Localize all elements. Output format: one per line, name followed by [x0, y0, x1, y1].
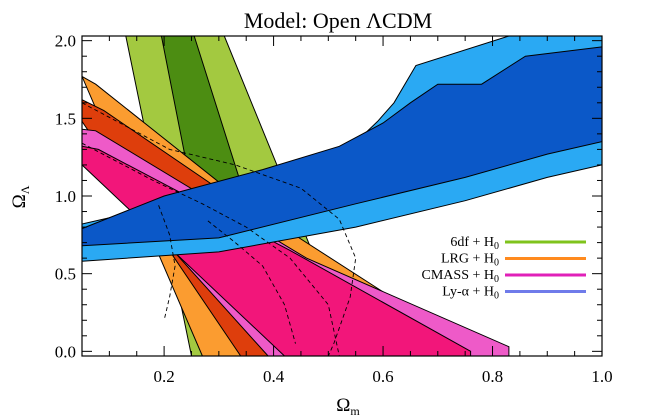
x-tick-label: 1.0: [591, 367, 612, 386]
legend-label-main: LRG + H: [441, 252, 494, 267]
legend-label: 6df + H0: [450, 235, 499, 252]
dashed-contour-3: [158, 205, 176, 321]
dashed-contour-2: [82, 142, 340, 356]
x-axis-label-sub: m: [350, 404, 360, 418]
x-axis-label-main: Ω: [336, 395, 350, 416]
legend-label-main: 6df + H: [450, 235, 494, 250]
legend-label-main: Ly-α + H: [442, 285, 494, 300]
legend-label: CMASS + H0: [422, 268, 499, 285]
legend-label-sub: 0: [494, 274, 499, 285]
y-axis-label-main: Ω: [9, 194, 30, 208]
y-tick-label: 0.0: [55, 342, 76, 361]
y-tick-label: 2.0: [55, 32, 76, 51]
legend-label-main: CMASS + H: [422, 268, 494, 283]
legend-label-sub: 0: [494, 241, 499, 252]
y-axis-label-sub: Λ: [18, 185, 32, 194]
legend-label-sub: 0: [494, 258, 499, 269]
contour-regions: [82, 36, 602, 356]
legend-label: Ly-α + H0: [442, 285, 499, 302]
dashed-contour-1: [82, 102, 357, 356]
legend-label-sub: 0: [494, 291, 499, 302]
x-tick-label: 0.8: [482, 367, 503, 386]
chart-title: Model: Open ΛCDM: [244, 8, 432, 33]
x-tick-label: 0.6: [372, 367, 393, 386]
dashed-contour-4: [207, 220, 296, 344]
legend-label: LRG + H0: [441, 252, 499, 269]
x-tick-label: 0.2: [153, 367, 174, 386]
y-tick-label: 0.5: [55, 265, 76, 284]
x-axis-label: Ωm: [336, 395, 360, 418]
contour-inner-ly-alpha-h0: [82, 46, 602, 247]
x-tick-label: 0.4: [263, 367, 285, 386]
y-tick-label: 1.5: [55, 109, 76, 128]
y-axis-label: ΩΛ: [9, 185, 32, 208]
y-tick-label: 1.0: [55, 187, 76, 206]
